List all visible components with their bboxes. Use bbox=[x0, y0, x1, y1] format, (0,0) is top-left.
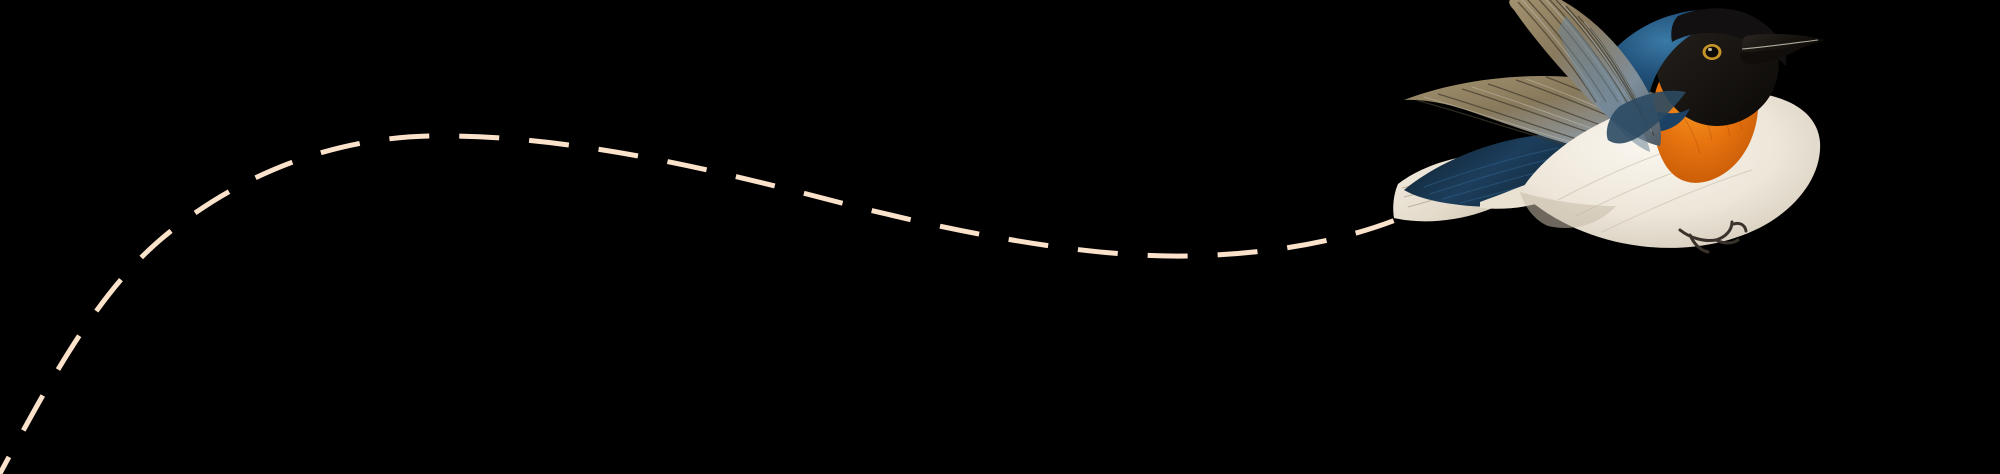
wing-body-shadow bbox=[1606, 90, 1686, 144]
beak-upper bbox=[1741, 33, 1826, 57]
tail-dark-feather-lines bbox=[1423, 147, 1597, 204]
bird-feet bbox=[1678, 220, 1748, 254]
beak-gape-line bbox=[1741, 39, 1819, 50]
flank-shadow bbox=[1520, 192, 1616, 228]
bird-beak bbox=[1740, 33, 1826, 64]
crown-cap-black bbox=[1671, 8, 1787, 67]
beak-lower bbox=[1740, 43, 1810, 64]
dashed-flight-path bbox=[0, 133, 1399, 474]
bird-eye bbox=[1702, 44, 1722, 60]
